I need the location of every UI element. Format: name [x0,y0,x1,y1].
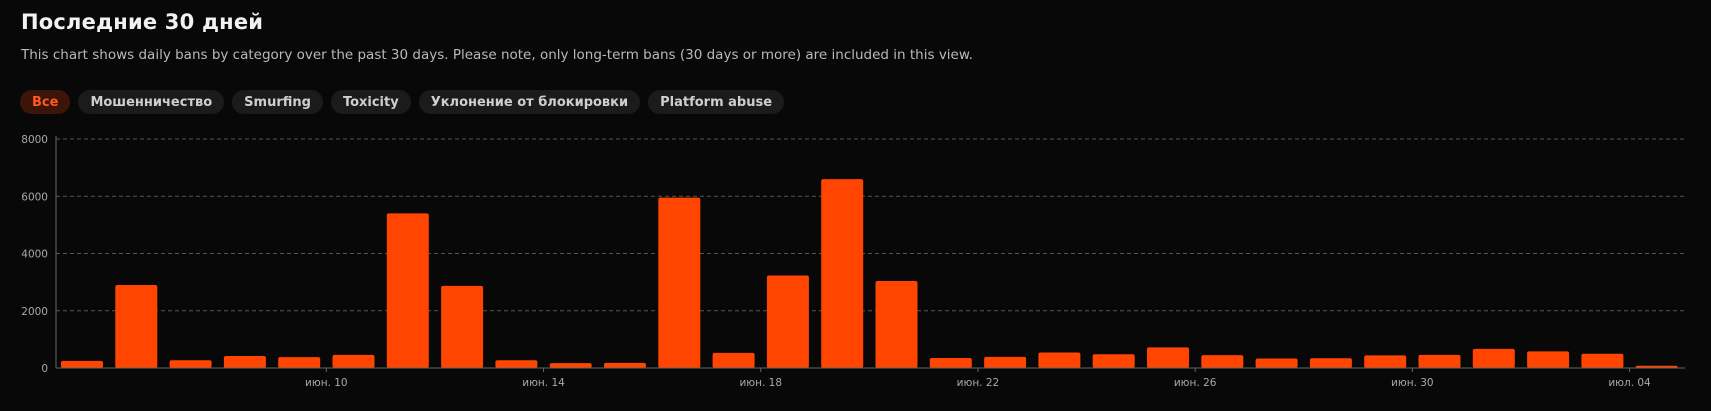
filter-chip-toxicity[interactable]: Toxicity [330,90,411,114]
filter-chip-fraud[interactable]: Мошенничество [78,90,225,114]
y-tick-label: 2000 [21,306,48,318]
x-tick-label: июн. 14 [522,377,565,389]
filter-chip-ban-evasion[interactable]: Уклонение от блокировки [418,90,641,114]
bar [821,179,864,368]
bar [1038,352,1081,368]
bar [332,354,375,368]
y-tick-label: 6000 [21,191,48,203]
bar [766,275,809,368]
bar [1147,347,1189,368]
bar [495,360,538,368]
page-title: Последние 30 дней [21,10,264,34]
bar [1092,354,1135,368]
bar [1472,348,1515,368]
bar [169,360,212,368]
bar [115,284,158,368]
bar [1309,358,1352,368]
x-tick-label: июн. 10 [305,377,348,389]
bans-bar-chart: 0 2000 4000 6000 8000 июн. 10 июн. 14 июн. 18 ию… [21,134,1685,389]
filter-chip-platform-abuse[interactable]: Platform abuse [648,90,785,114]
y-tick-label: 8000 [21,134,48,146]
x-tick-label: июл. 04 [1608,377,1651,389]
bar [1527,351,1570,368]
bar [658,197,701,368]
bar [386,213,429,368]
y-tick-label: 4000 [21,249,48,261]
bar [61,360,103,368]
bar [1418,354,1461,368]
chart-description: This chart shows daily bans by category … [21,47,973,63]
y-tick-label: 0 [41,363,48,375]
bar [984,356,1027,368]
x-tick-label: июн. 22 [957,377,1000,389]
bar [1581,353,1624,368]
bar [929,357,972,368]
filter-chip-smurfing[interactable]: Smurfing [232,90,323,114]
bar [1255,358,1298,368]
bar [604,362,646,368]
bar [1635,365,1678,368]
bar [278,357,321,368]
bar [875,280,918,368]
bar [1201,355,1244,368]
bar [549,363,592,368]
x-tick-label: июн. 18 [739,377,782,389]
filter-chip-all[interactable]: Все [20,90,71,114]
category-filter-bar: Все Мошенничество Smurfing Toxicity Укло… [20,90,785,114]
x-tick-label: июн. 26 [1174,377,1217,389]
bar [712,352,755,368]
x-tick-label: июн. 30 [1391,377,1434,389]
bar [223,355,266,368]
bar [1364,355,1407,368]
bar [441,285,484,368]
